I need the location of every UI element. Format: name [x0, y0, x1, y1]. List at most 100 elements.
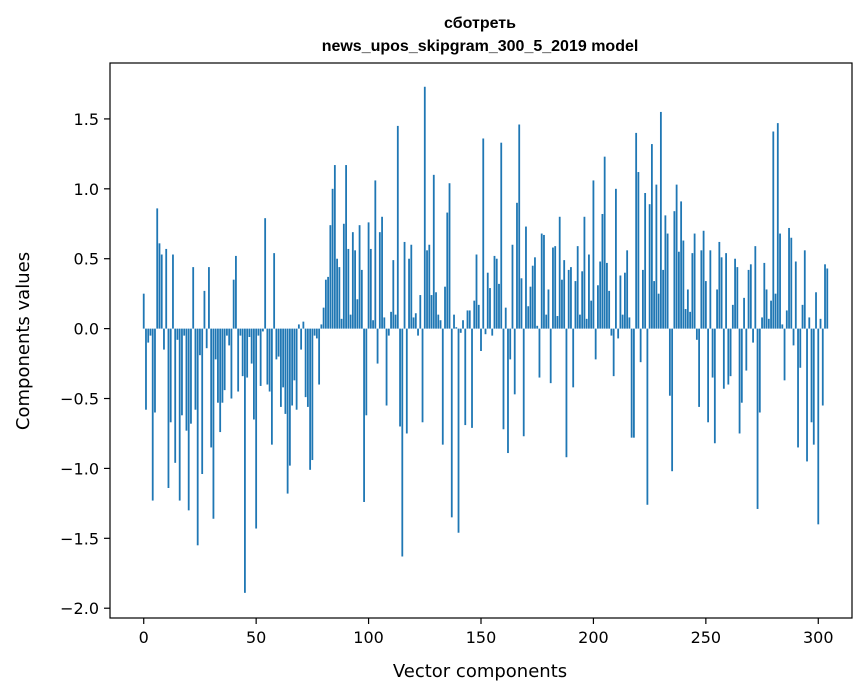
x-tick-label: 0 [139, 628, 149, 647]
bar-31 [212, 328, 215, 519]
bar-217 [630, 328, 633, 438]
bar-73 [306, 328, 309, 407]
bar-164 [511, 244, 514, 329]
bar-148 [475, 254, 478, 329]
bar-137 [450, 328, 453, 518]
bar-52 [259, 328, 262, 386]
bar-62 [282, 328, 285, 388]
bar-208 [610, 328, 613, 336]
bar-105 [378, 232, 381, 329]
bar-215 [626, 250, 629, 329]
bar-12 [169, 328, 172, 423]
bar-303 [824, 264, 826, 329]
bar-23 [194, 328, 197, 410]
bar-248 [700, 250, 703, 329]
bar-80 [322, 307, 325, 329]
bar-65 [288, 328, 291, 466]
bar-135 [446, 212, 449, 329]
bar-266 [740, 328, 743, 403]
bar-249 [702, 230, 705, 329]
bar-174 [534, 257, 536, 329]
bar-107 [383, 317, 386, 329]
bar-60 [277, 328, 280, 357]
bar-160 [502, 328, 505, 430]
bar-273 [756, 328, 759, 509]
x-axis-ticks: 0 50 100 150 200 250 300 [139, 618, 834, 647]
bar-262 [731, 304, 734, 329]
bar-51 [257, 328, 260, 336]
bar-9 [163, 328, 165, 350]
bar-173 [531, 265, 534, 329]
bar-157 [495, 258, 498, 329]
bar-85 [333, 165, 336, 329]
bar-175 [536, 325, 539, 329]
bar-182 [552, 247, 554, 329]
y-tick-label: −2.0 [60, 599, 99, 618]
bar-92 [349, 314, 352, 329]
bar-123 [419, 295, 422, 329]
bar-2 [147, 328, 150, 343]
bar-90 [345, 165, 347, 329]
bar-209 [612, 328, 615, 377]
bar-172 [529, 286, 532, 329]
bar-127 [428, 244, 431, 329]
bar-131 [437, 314, 440, 329]
bar-167 [518, 124, 521, 329]
bar-301 [819, 318, 822, 329]
bar-259 [725, 253, 727, 329]
bar-220 [637, 172, 640, 329]
x-tick-label: 300 [803, 628, 834, 647]
bar-239 [680, 201, 683, 329]
bar-116 [403, 241, 406, 329]
bar-284 [781, 324, 784, 329]
bar-76 [313, 328, 316, 336]
y-tick-label: 0.5 [74, 250, 99, 269]
bar-151 [482, 138, 485, 329]
bar-118 [408, 258, 410, 329]
bar-29 [208, 267, 210, 329]
bar-285 [783, 328, 786, 381]
bar-145 [468, 310, 471, 329]
bar-264 [736, 267, 739, 329]
bar-216 [628, 317, 631, 329]
bar-271 [752, 328, 754, 343]
bar-231 [662, 269, 665, 329]
bar-206 [606, 262, 608, 329]
bar-142 [462, 320, 464, 329]
bar-115 [401, 328, 404, 557]
bar-302 [821, 328, 824, 406]
bar-210 [615, 188, 617, 329]
bar-41 [235, 255, 237, 329]
bar-281 [774, 293, 777, 329]
bar-78 [318, 328, 321, 385]
bar-162 [507, 328, 509, 454]
bar-158 [498, 283, 500, 329]
bar-109 [387, 328, 390, 336]
bar-3 [149, 328, 152, 336]
bar-294 [803, 250, 806, 329]
bar-7 [158, 243, 161, 329]
bar-38 [228, 328, 231, 346]
bar-19 [185, 328, 188, 431]
plot-frame [109, 62, 853, 619]
bar-120 [412, 317, 415, 329]
bar-35 [221, 328, 224, 403]
bar-257 [720, 257, 723, 329]
bar-32 [214, 328, 217, 360]
bar-228 [655, 184, 658, 329]
bar-214 [624, 272, 626, 329]
bar-149 [477, 304, 480, 329]
bar-106 [381, 216, 383, 329]
bar-194 [579, 314, 581, 329]
bar-188 [565, 328, 568, 458]
y-tick-label: 1.5 [74, 110, 99, 129]
bar-219 [635, 132, 638, 329]
bar-86 [336, 258, 338, 329]
bar-283 [779, 233, 781, 329]
bar-159 [500, 142, 503, 329]
bar-272 [754, 246, 757, 329]
bar-180 [547, 289, 550, 329]
bar-253 [711, 328, 714, 378]
bar-236 [673, 211, 676, 329]
bar-169 [522, 328, 525, 437]
